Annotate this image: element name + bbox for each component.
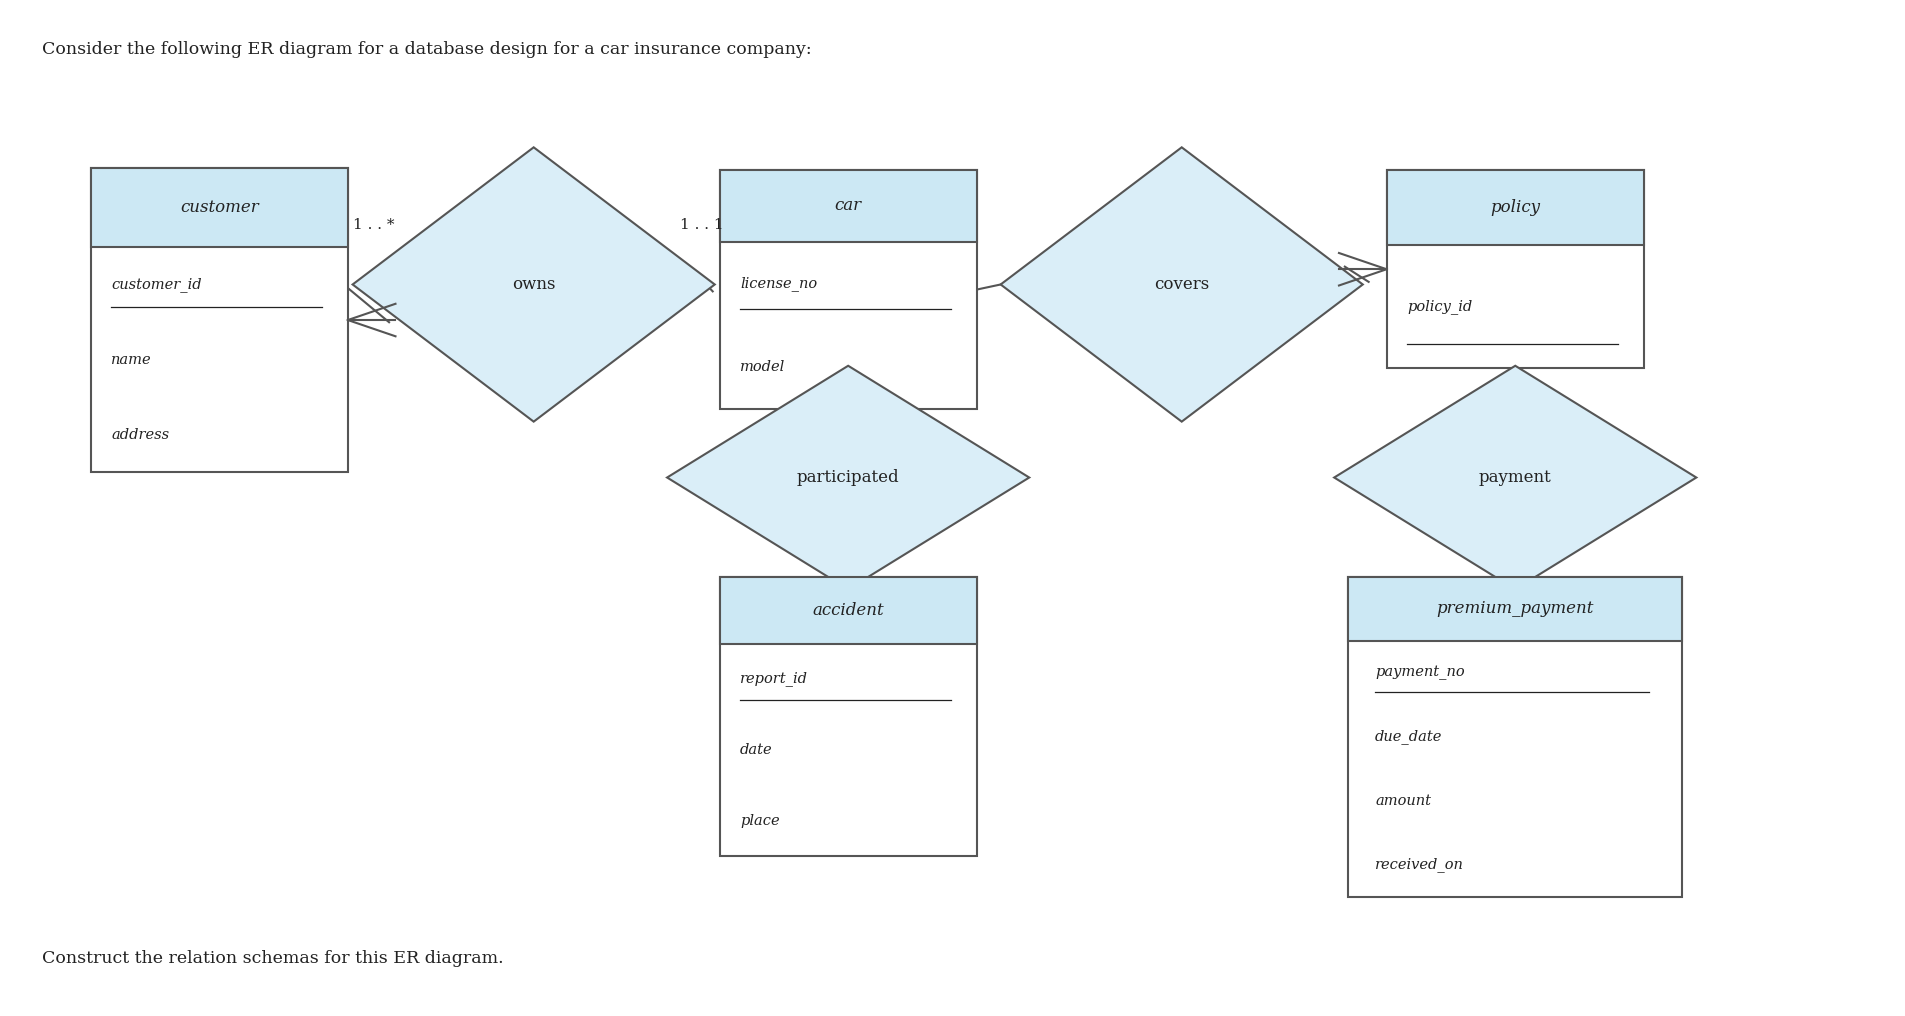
Text: name: name: [110, 353, 152, 367]
Polygon shape: [352, 147, 714, 422]
Bar: [1387, 170, 1642, 246]
Text: covers: covers: [1154, 276, 1208, 293]
Bar: [718, 171, 975, 242]
Text: participated: participated: [796, 469, 899, 486]
Text: policy: policy: [1490, 199, 1539, 216]
Text: accident: accident: [812, 601, 884, 619]
Bar: [718, 577, 975, 644]
Text: 1 . . *: 1 . . *: [352, 217, 394, 232]
Text: model: model: [739, 360, 785, 374]
Bar: [718, 577, 975, 855]
Polygon shape: [1000, 147, 1362, 422]
Bar: [718, 171, 975, 409]
Text: address: address: [110, 428, 170, 442]
Bar: [1349, 577, 1682, 896]
Text: customer: customer: [179, 199, 259, 215]
Text: place: place: [739, 814, 779, 828]
Text: car: car: [834, 197, 861, 214]
Bar: [1349, 577, 1682, 641]
Text: payment: payment: [1478, 469, 1551, 486]
Text: payment_no: payment_no: [1374, 665, 1465, 680]
Text: Construct the relation schemas for this ER diagram.: Construct the relation schemas for this …: [42, 950, 503, 967]
Text: received_on: received_on: [1374, 858, 1463, 872]
Text: Consider the following ER diagram for a database design for a car insurance comp: Consider the following ER diagram for a …: [42, 41, 812, 58]
Bar: [91, 168, 349, 472]
Bar: [1387, 171, 1642, 369]
Bar: [91, 168, 349, 247]
Text: license_no: license_no: [739, 276, 817, 291]
Bar: [718, 171, 975, 242]
Text: premium_payment: premium_payment: [1436, 600, 1593, 617]
Text: report_id: report_id: [739, 672, 808, 687]
Text: 1 . . 1: 1 . . 1: [680, 217, 722, 232]
Polygon shape: [667, 366, 1029, 589]
Bar: [718, 577, 975, 644]
Bar: [91, 168, 349, 247]
Text: amount: amount: [1374, 793, 1431, 808]
Polygon shape: [1334, 366, 1695, 589]
Text: date: date: [739, 743, 772, 757]
Text: owns: owns: [512, 276, 554, 293]
Bar: [1349, 577, 1682, 641]
Bar: [1387, 170, 1642, 246]
Text: due_date: due_date: [1374, 729, 1442, 744]
Text: customer_id: customer_id: [110, 277, 202, 292]
Text: policy_id: policy_id: [1406, 300, 1473, 314]
